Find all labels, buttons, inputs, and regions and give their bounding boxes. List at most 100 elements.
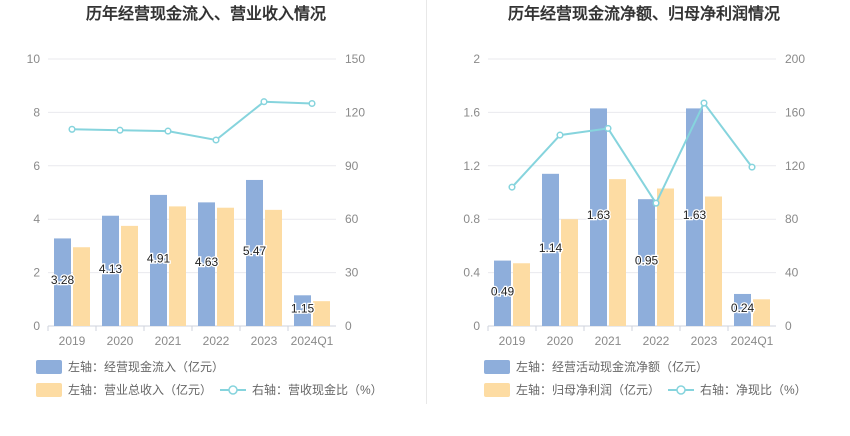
left-axis-tick-label: 2 — [33, 266, 40, 280]
bar-primary — [294, 295, 311, 326]
right-axis-tick-label: 60 — [345, 212, 359, 226]
ratio-line-point — [652, 199, 660, 207]
legend-label: 左轴：归母净利润（亿元） — [516, 382, 660, 397]
bar-secondary — [313, 301, 330, 326]
right-axis-tick-label: 80 — [785, 212, 799, 226]
x-axis-category-label: 2023 — [251, 334, 278, 348]
chart-panel-1: 历年经营现金流入、营业收入情况 0 0 2 30 4 60 6 90 8 120 10 150 2019 3… — [27, 4, 383, 397]
x-axis-category-label: 2020 — [107, 334, 134, 348]
legend-label: 右轴：净现比（%） — [700, 382, 807, 397]
right-axis-tick-label: 120 — [785, 159, 805, 173]
left-axis-tick-label: 0 — [33, 319, 40, 333]
bar-data-label: 4.13 — [99, 262, 123, 276]
right-axis-tick-label: 30 — [345, 266, 359, 280]
legend-label: 左轴：经营活动现金流净额（亿元） — [516, 359, 708, 374]
ratio-line-point — [164, 127, 172, 135]
bar-secondary — [657, 188, 674, 326]
chart-title: 历年经营现金流入、营业收入情况 — [86, 4, 326, 23]
bar-secondary — [561, 219, 578, 326]
right-axis-tick-label: 0 — [785, 319, 792, 333]
bar-secondary — [513, 263, 530, 326]
left-axis-tick-label: 8 — [33, 105, 40, 119]
bar-primary — [150, 194, 167, 326]
panel-divider — [426, 0, 427, 404]
right-axis-tick-label: 90 — [345, 159, 359, 173]
x-axis-category-label: 2024Q1 — [731, 334, 774, 348]
legend-item: 左轴：经营活动现金流净额（亿元） — [484, 359, 708, 374]
left-axis-tick-label: 0 — [473, 319, 480, 333]
x-axis-category-label: 2019 — [59, 334, 86, 348]
x-axis-category-label: 2021 — [595, 334, 622, 348]
bar-secondary — [609, 179, 626, 326]
x-axis-category-label: 2019 — [499, 334, 526, 348]
legend-item: 左轴：经营现金流入（亿元） — [36, 359, 224, 374]
left-axis-tick-label: 4 — [33, 212, 40, 226]
bar-secondary — [705, 196, 722, 326]
ratio-line — [71, 100, 313, 142]
left-axis-tick-label: 1.2 — [463, 159, 480, 173]
bar-data-label: 1.63 — [683, 208, 707, 222]
x-axis-category-label: 2021 — [155, 334, 182, 348]
legend-item: 左轴：归母净利润（亿元） — [484, 382, 660, 397]
legend-item: 右轴：净现比（%） — [668, 382, 807, 397]
left-axis-tick-label: 2 — [473, 52, 480, 66]
bar-secondary — [121, 225, 138, 326]
bar-secondary — [265, 209, 282, 326]
legend-label: 右轴：营收现金比（%） — [252, 382, 383, 397]
ratio-line-point — [748, 163, 756, 171]
x-axis-category-label: 2023 — [691, 334, 718, 348]
bar-primary — [246, 179, 263, 326]
ratio-line-point — [508, 183, 516, 191]
bar-primary — [198, 202, 215, 326]
bar-data-label: 3.28 — [51, 273, 75, 287]
bar-data-label: 1.15 — [291, 302, 315, 316]
ratio-line-point — [212, 136, 220, 144]
x-axis-category-label: 2022 — [203, 334, 230, 348]
bar-secondary — [169, 206, 186, 326]
bar-primary — [542, 173, 559, 326]
legend-item: 右轴：营收现金比（%） — [220, 382, 383, 397]
left-axis-tick-label: 0.4 — [463, 266, 480, 280]
chart-panel-2: 历年经营现金流净额、归母净利润情况 0 0 0.4 40 0.8 80 1.2 120 1.6 16… — [463, 4, 807, 397]
left-axis-tick-label: 1.6 — [463, 105, 480, 119]
left-axis-tick-label: 10 — [27, 52, 41, 66]
legend-item: 左轴：营业总收入（亿元） — [36, 382, 212, 397]
right-axis-tick-label: 0 — [345, 319, 352, 333]
ratio-line-point — [700, 99, 708, 107]
legend-marker — [228, 385, 238, 395]
legend-swatch — [484, 360, 510, 374]
left-axis-tick-label: 6 — [33, 159, 40, 173]
bar-secondary — [217, 207, 234, 326]
right-axis-tick-label: 200 — [785, 52, 805, 66]
left-axis-tick-label: 0.8 — [463, 212, 480, 226]
x-axis-category-label: 2022 — [643, 334, 670, 348]
bar-secondary — [753, 299, 770, 326]
right-axis-tick-label: 160 — [785, 105, 805, 119]
bar-data-label: 5.47 — [243, 244, 267, 258]
right-axis-tick-label: 150 — [345, 52, 365, 66]
x-axis-category-label: 2020 — [547, 334, 574, 348]
bar-primary — [590, 108, 607, 327]
bar-primary — [494, 260, 511, 326]
bar-data-label: 1.63 — [587, 208, 611, 222]
right-axis-tick-label: 120 — [345, 105, 365, 119]
bar-data-label: 4.63 — [195, 255, 219, 269]
ratio-line-point — [604, 124, 612, 132]
x-axis-category-label: 2024Q1 — [291, 334, 334, 348]
ratio-line-point — [260, 98, 268, 106]
bar-data-label: 0.49 — [491, 284, 515, 298]
bar-primary — [102, 215, 119, 326]
legend-label: 左轴：营业总收入（亿元） — [68, 382, 212, 397]
legend-swatch — [36, 383, 62, 397]
ratio-line — [511, 101, 753, 206]
ratio-line-point — [308, 99, 316, 108]
ratio-line-point — [68, 125, 76, 133]
ratio-line-point — [116, 126, 124, 134]
bar-secondary — [73, 247, 90, 326]
legend-marker — [676, 385, 686, 395]
right-axis-tick-label: 40 — [785, 266, 799, 280]
bar-primary — [734, 293, 751, 326]
chart-title: 历年经营现金流净额、归母净利润情况 — [508, 4, 780, 23]
bar-data-label: 0.95 — [635, 254, 659, 268]
